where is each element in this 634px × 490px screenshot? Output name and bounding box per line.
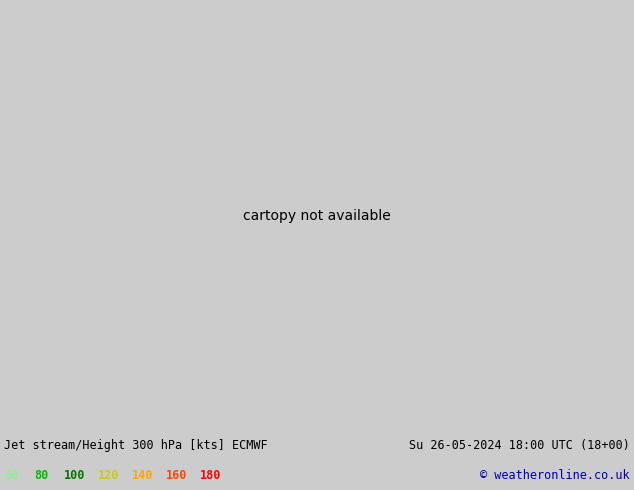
Text: 120: 120: [98, 469, 119, 482]
Text: © weatheronline.co.uk: © weatheronline.co.uk: [481, 469, 630, 482]
Text: 140: 140: [132, 469, 153, 482]
Text: 180: 180: [200, 469, 221, 482]
Text: Su 26-05-2024 18:00 UTC (18+00): Su 26-05-2024 18:00 UTC (18+00): [409, 440, 630, 452]
Text: 80: 80: [34, 469, 48, 482]
Text: 160: 160: [166, 469, 188, 482]
Text: 100: 100: [64, 469, 86, 482]
Text: Jet stream/Height 300 hPa [kts] ECMWF: Jet stream/Height 300 hPa [kts] ECMWF: [4, 440, 268, 452]
Text: cartopy not available: cartopy not available: [243, 209, 391, 222]
Text: 60: 60: [4, 469, 18, 482]
